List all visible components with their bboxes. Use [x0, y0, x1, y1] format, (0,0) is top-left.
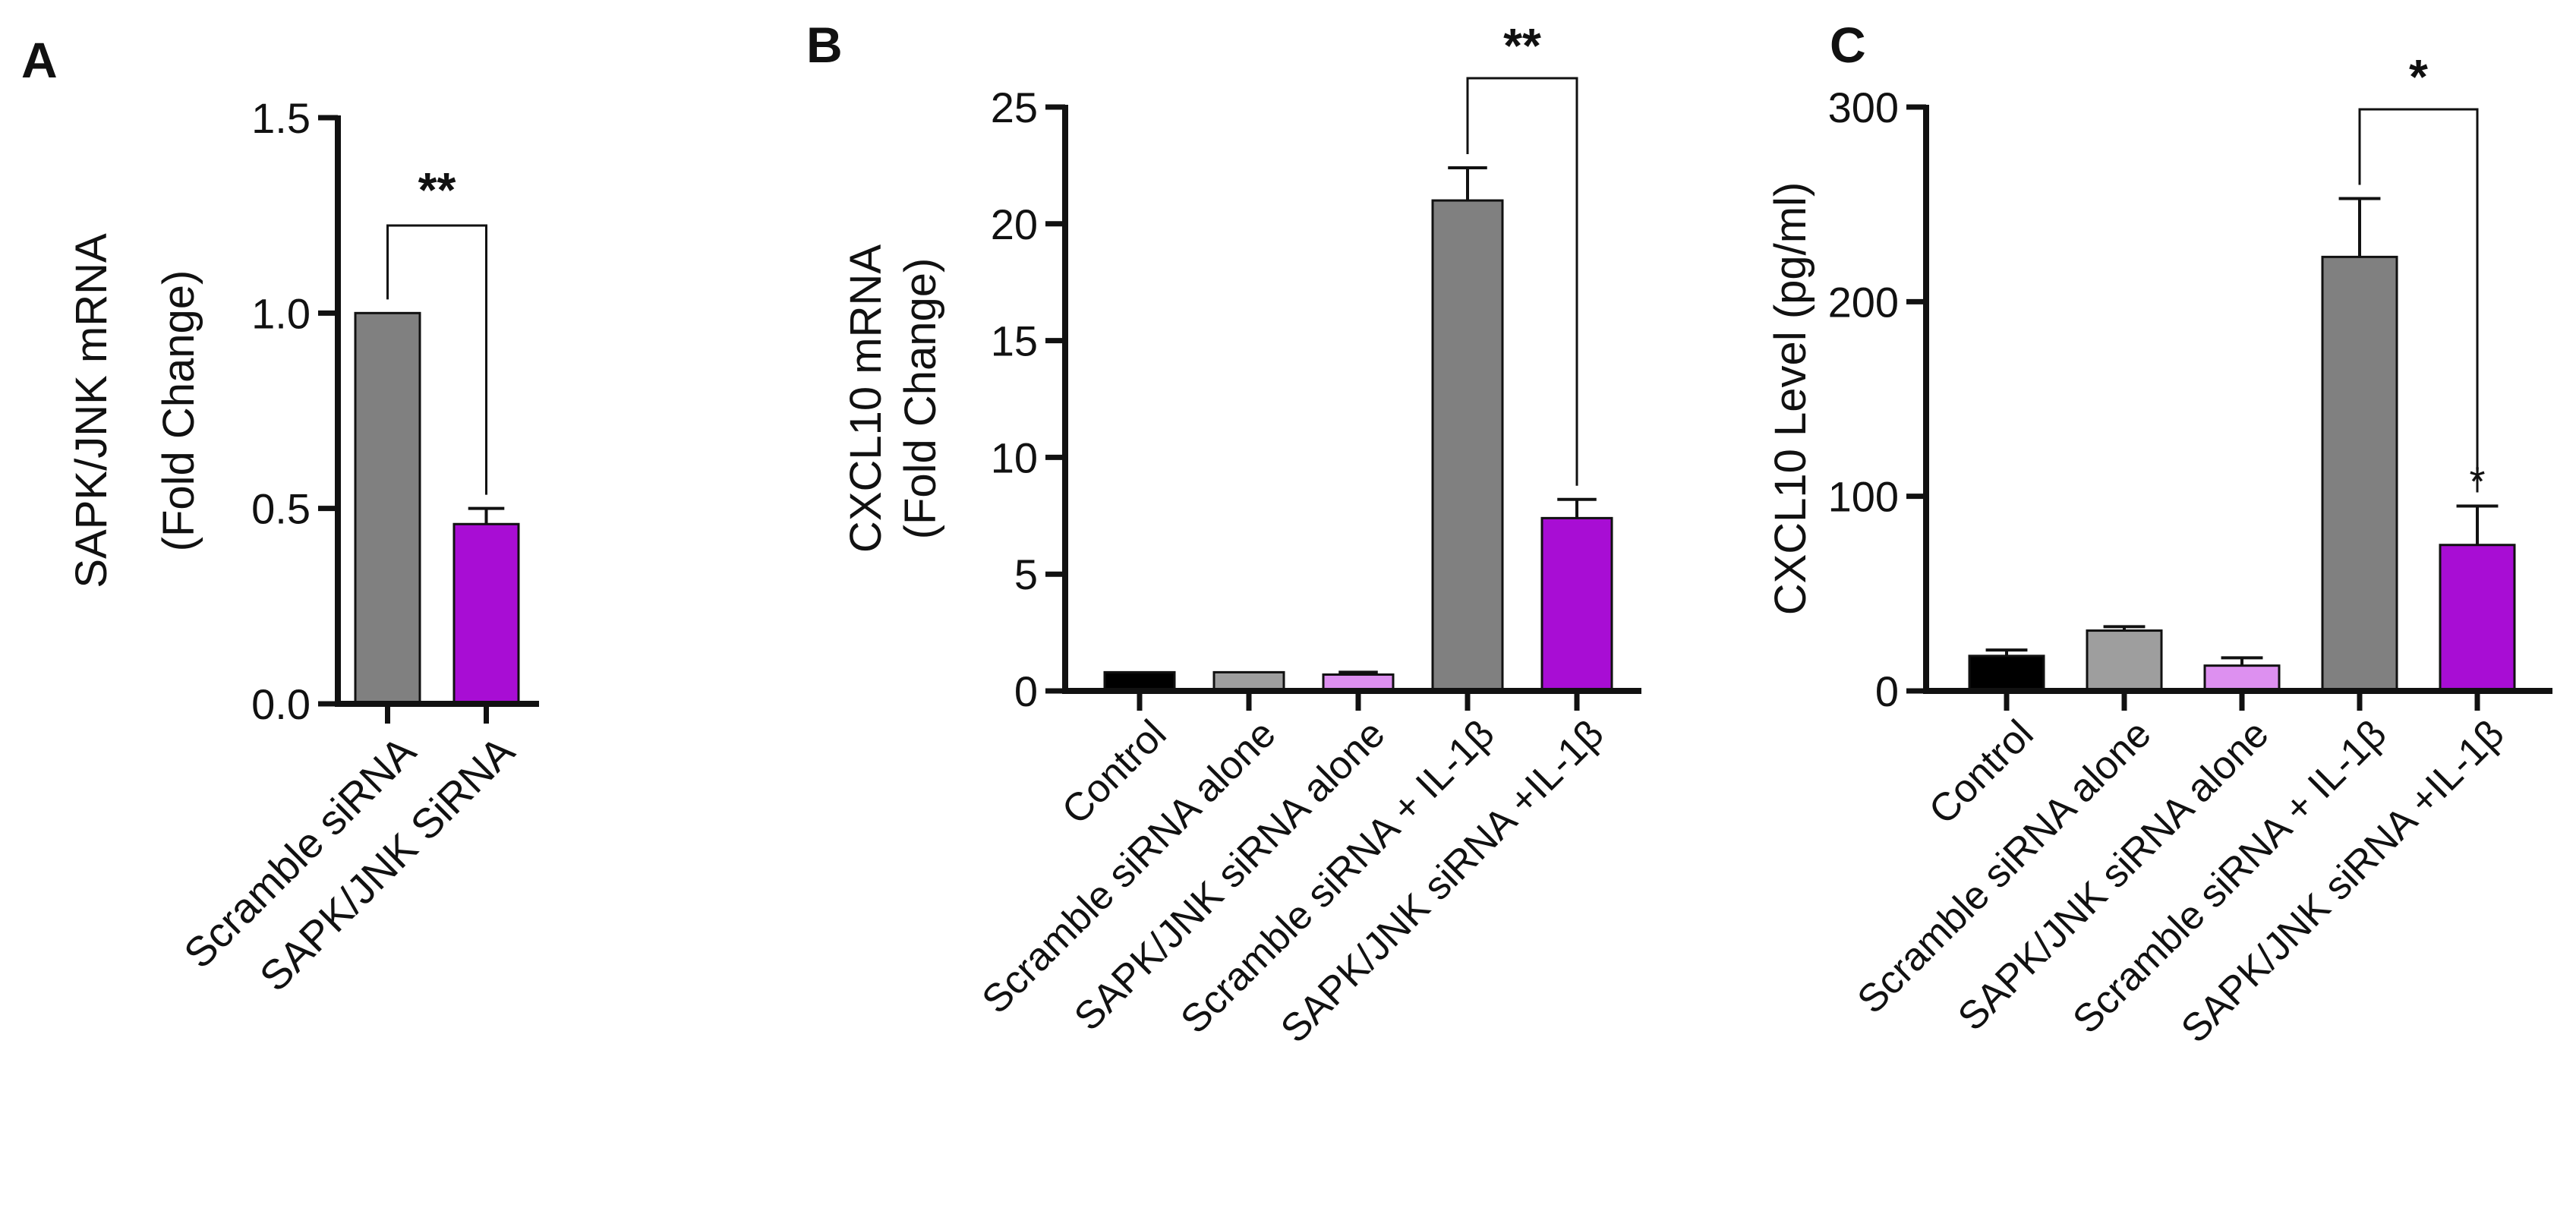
significance-bracket-a-1	[386, 224, 487, 495]
y-tick-label-b-5: 20	[991, 200, 1038, 248]
y-tick-label-a-3: 1.0	[251, 289, 311, 337]
bar-c-5	[2439, 544, 2516, 692]
y-tick-label-c-3: 200	[1828, 278, 1899, 326]
bar-b-5	[1540, 516, 1613, 692]
y-axis-label-c: CXCL10 Level (pg/ml)	[1766, 182, 1815, 616]
y-tick-label-b-1: 0	[1014, 667, 1038, 715]
significance-bracket-c-1	[2358, 108, 2479, 493]
panel-label-b: B	[806, 17, 843, 73]
y-tick-label-b-6: 25	[991, 84, 1038, 131]
significance-label-b-1: **	[1503, 18, 1541, 73]
y-tick-label-b-3: 10	[991, 434, 1038, 481]
bar-b-4	[1431, 199, 1504, 692]
y-axis-label-a-line-2: (Fold Change)	[154, 270, 203, 552]
y-tick-label-a-4: 1.5	[251, 94, 311, 142]
y-axis-label-a-line-1: SAPK/JNK mRNA	[67, 233, 116, 588]
y-tick-label-b-4: 15	[991, 317, 1038, 365]
y-tick-label-a-2: 0.5	[251, 485, 311, 533]
panel-label-c: C	[1830, 17, 1866, 73]
bar-star-c-1: *	[2469, 459, 2485, 504]
y-axis-label-b-line-1: CXCL10 mRNA	[841, 244, 891, 553]
significance-bracket-b-1	[1466, 77, 1578, 486]
bar-a-2	[452, 522, 520, 705]
bar-c-2	[2086, 629, 2163, 692]
panel-label-a: A	[21, 32, 58, 88]
y-axis-label-b-line-2: (Fold Change)	[896, 258, 945, 540]
significance-label-a-1: **	[418, 162, 456, 217]
y-tick-label-c-2: 100	[1828, 473, 1899, 521]
y-tick-label-b-2: 5	[1014, 550, 1038, 598]
y-tick-label-c-4: 300	[1828, 84, 1899, 131]
bar-c-4	[2321, 255, 2398, 692]
y-tick-label-c-1: 0	[1875, 667, 1899, 715]
bar-a-1	[354, 311, 421, 705]
bar-c-1	[1968, 654, 2045, 692]
bar-c-3	[2203, 664, 2281, 692]
y-tick-label-a-1: 0.0	[251, 680, 311, 728]
significance-label-c-1: *	[2409, 49, 2428, 104]
